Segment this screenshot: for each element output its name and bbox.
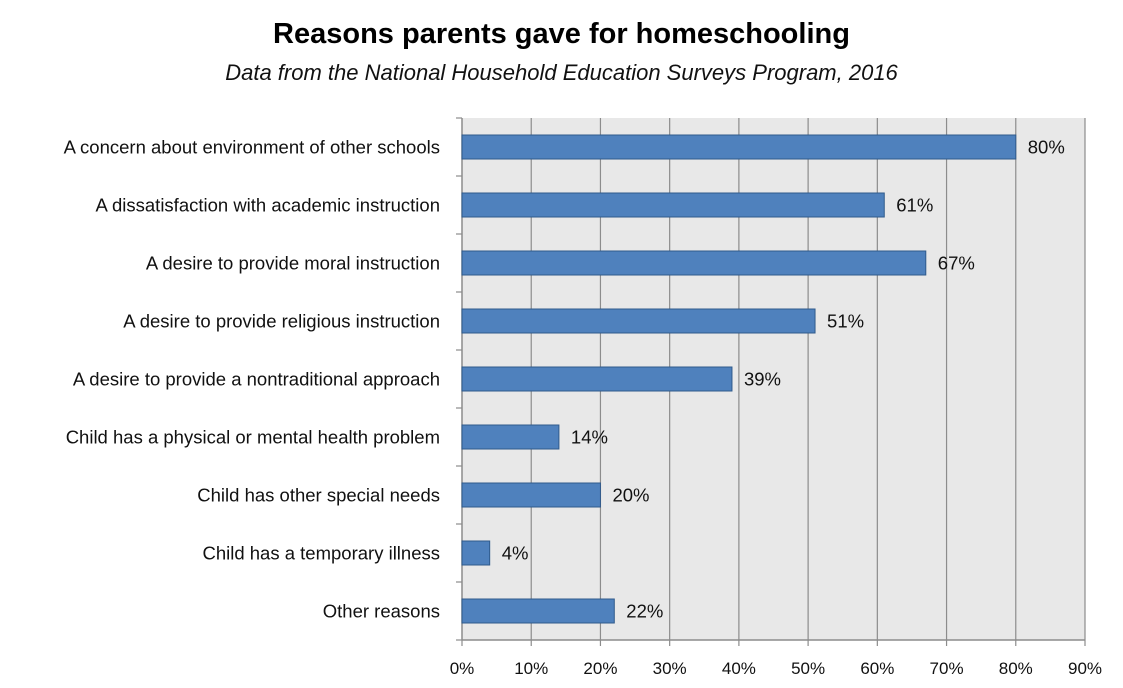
x-tick-label: 60% (860, 659, 894, 678)
value-label: 67% (938, 253, 975, 274)
x-tick-label: 80% (999, 659, 1033, 678)
x-tick-label: 10% (514, 659, 548, 678)
bars (461, 134, 1017, 624)
category-label: A desire to provide religious instructio… (123, 311, 440, 332)
bar (461, 250, 927, 276)
labels: 0% 10% 20% 30% 40% 50% 60% 70% 80% 90% A concern a… (64, 137, 1102, 679)
x-tick-label: 90% (1068, 659, 1102, 678)
x-tick-label: 0% (450, 659, 475, 678)
value-label: 20% (612, 485, 649, 506)
value-label: 39% (744, 369, 781, 390)
x-tick-label: 40% (722, 659, 756, 678)
x-tick-label: 70% (930, 659, 964, 678)
value-label: 61% (896, 195, 933, 216)
bar (461, 540, 491, 566)
chart-title: Reasons parents gave for homeschooling (273, 18, 850, 50)
value-label: 14% (571, 427, 608, 448)
category-label: Child has other special needs (197, 485, 440, 506)
bar (461, 366, 733, 392)
bar (461, 482, 601, 508)
bar (461, 308, 816, 334)
category-label: A dissatisfaction with academic instruct… (96, 195, 440, 216)
x-tick-label: 20% (583, 659, 617, 678)
category-label: Child has a physical or mental health pr… (66, 427, 440, 448)
bar (461, 192, 885, 218)
category-label: Child has a temporary illness (202, 543, 440, 564)
category-label: A desire to provide a nontraditional app… (73, 369, 440, 390)
value-label: 22% (626, 601, 663, 622)
bar (461, 424, 560, 450)
bar (461, 134, 1017, 160)
value-label: 4% (502, 543, 529, 564)
x-tick-label: 50% (791, 659, 825, 678)
bar (461, 598, 615, 624)
category-label: A desire to provide moral instruction (146, 253, 440, 274)
category-label: Other reasons (323, 601, 440, 622)
value-label: 51% (827, 311, 864, 332)
chart-subtitle: Data from the National Household Educati… (225, 60, 898, 85)
category-label: A concern about environment of other sch… (64, 137, 440, 158)
x-tick-label: 30% (653, 659, 687, 678)
value-label: 80% (1028, 137, 1065, 158)
